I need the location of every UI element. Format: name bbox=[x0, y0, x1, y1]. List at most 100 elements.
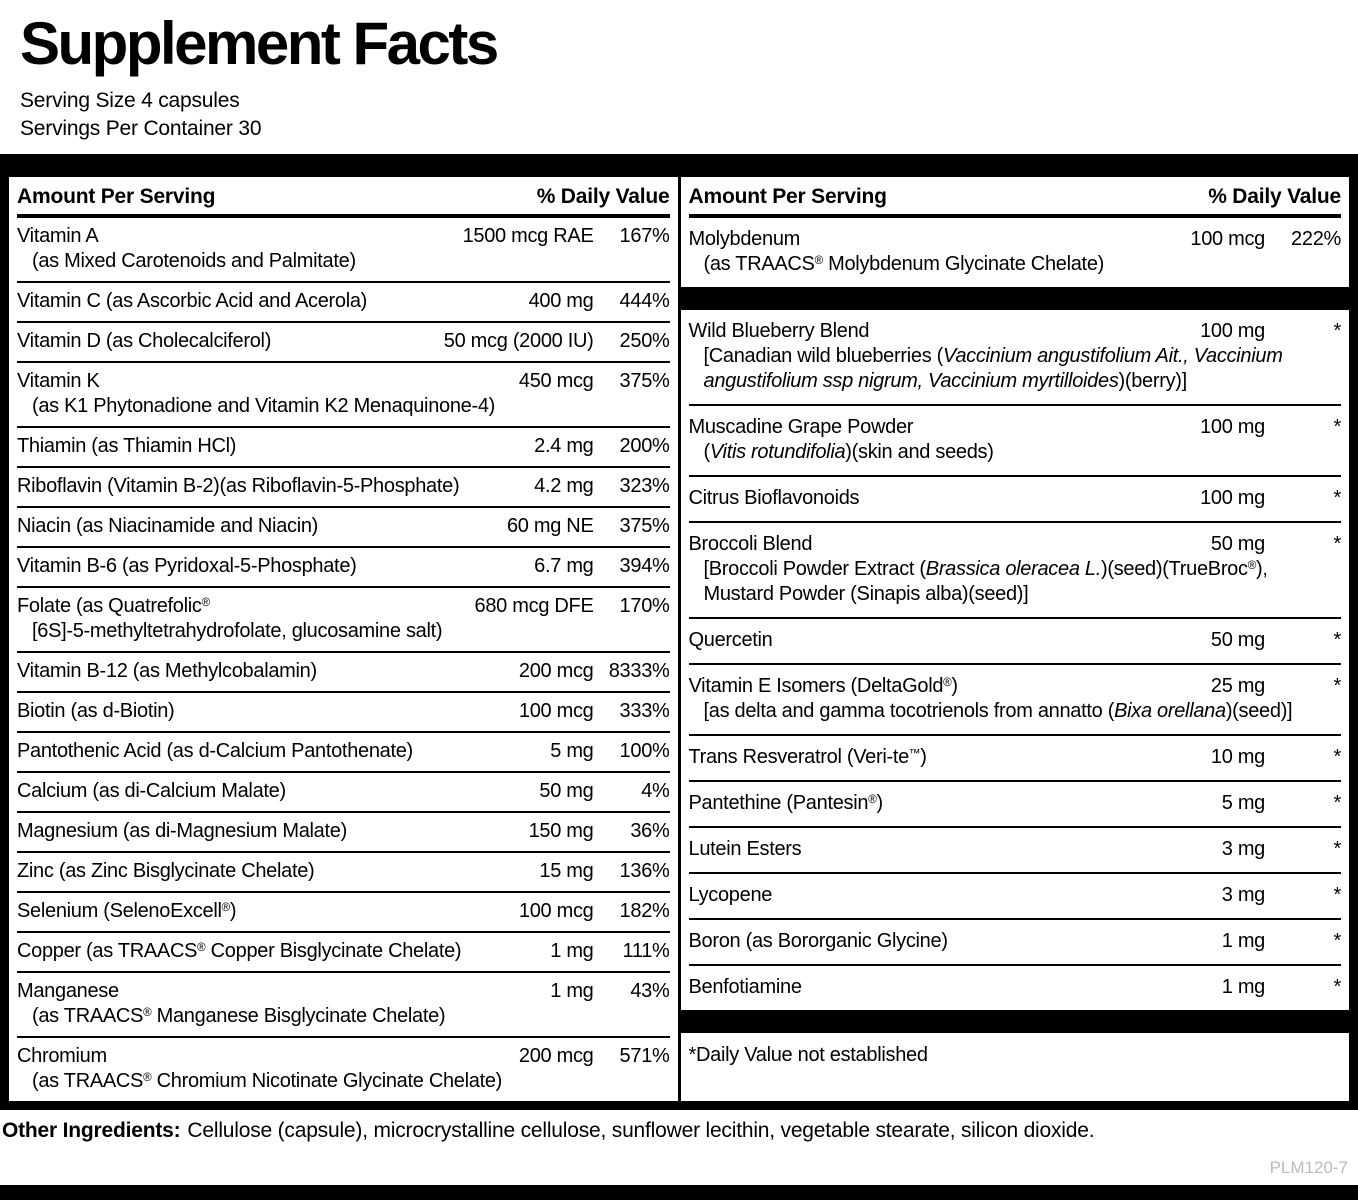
latin-name: Vaccinium angustifolium Ait., Vaccinium … bbox=[703, 344, 1283, 392]
section-divider-bar bbox=[680, 1009, 1349, 1033]
nutrient-amount: 200 mcg bbox=[518, 659, 594, 682]
nutrient-name: Quercetin bbox=[688, 628, 773, 651]
nutrient-detail: (Vitis rotundifolia)(skin and seeds) bbox=[703, 440, 994, 463]
nutrient-daily-value: * bbox=[1333, 837, 1342, 860]
trademark-symbol: ® bbox=[143, 1005, 152, 1019]
row-main-line: Vitamin K 450 mcg 375% bbox=[17, 369, 670, 394]
table-row: Vitamin E Isomers (DeltaGold®) 25 mg * [as … bbox=[688, 662, 1341, 734]
nutrient-name: Vitamin E Isomers (DeltaGold®) bbox=[688, 674, 959, 697]
table-row: Manganese 1 mg 43% (as TRAACS® Manganese Bi… bbox=[17, 970, 670, 1036]
nutrient-daily-value: * bbox=[1333, 415, 1342, 438]
nutrient-amount: 4.2 mg bbox=[534, 474, 594, 497]
row-main-line: Boron (as Bororganic Glycine) 1 mg * bbox=[689, 929, 1342, 954]
column-divider bbox=[677, 176, 681, 1101]
amount-per-serving-header: Amount Per Serving bbox=[688, 184, 887, 208]
nutrient-amount: 100 mg bbox=[1200, 319, 1265, 342]
other-ingredients-label: Other Ingredients: bbox=[2, 1118, 181, 1142]
nutrient-detail: (as Mixed Carotenoids and Palmitate) bbox=[32, 249, 356, 272]
row-main-line: Molybdenum 100 mcg 222% bbox=[689, 227, 1342, 252]
nutrient-daily-value: * bbox=[1333, 532, 1342, 555]
row-main-line: Magnesium (as di-Magnesium Malate) 150 mg… bbox=[17, 819, 670, 844]
nutrient-name: Molybdenum bbox=[688, 227, 801, 250]
nutrient-daily-value: 111% bbox=[622, 939, 670, 962]
trademark-symbol: ™ bbox=[908, 746, 921, 760]
nutrient-name: Vitamin B-6 (as Pyridoxal-5-Phosphate) bbox=[17, 554, 357, 577]
nutrient-amount: 50 mcg (2000 IU) bbox=[443, 329, 594, 352]
nutrient-detail: [Broccoli Powder Extract (Brassica olera… bbox=[703, 557, 1268, 605]
table-row: Vitamin D (as Cholecalciferol) 50 mcg (20… bbox=[17, 320, 670, 361]
nutrient-name: Pantethine (Pantesin®) bbox=[688, 791, 884, 814]
nutrient-amount: 1 mg bbox=[550, 979, 594, 1002]
nutrient-name: Folate (as Quatrefolic® bbox=[17, 594, 210, 617]
table-row: Calcium (as di-Calcium Malate) 50 mg 4% bbox=[17, 770, 670, 811]
latin-name: Brassica oleracea L. bbox=[925, 557, 1102, 580]
nutrient-amount: 1 mg bbox=[1221, 929, 1266, 952]
nutrient-name: Riboflavin (Vitamin B-2)(as Riboflavin-5… bbox=[17, 474, 460, 497]
nutrient-detail: [as delta and gamma tocotrienols from an… bbox=[703, 699, 1293, 722]
nutrient-daily-value: * bbox=[1333, 929, 1342, 952]
table-row: Folate (as Quatrefolic® 680 mcg DFE 170% [6… bbox=[17, 585, 670, 651]
row-main-line: Pantothenic Acid (as d-Calcium Pantothen… bbox=[17, 739, 670, 764]
row-main-line: Selenium (SelenoExcell®) 100 mcg 182% bbox=[17, 899, 670, 924]
nutrient-daily-value: 4% bbox=[641, 779, 670, 802]
row-main-line: Riboflavin (Vitamin B-2)(as Riboflavin-5… bbox=[17, 474, 670, 499]
trademark-symbol: ® bbox=[814, 253, 824, 267]
nutrient-daily-value: 394% bbox=[619, 554, 670, 577]
section-divider-bar bbox=[680, 286, 1349, 310]
nutrient-daily-value: * bbox=[1333, 883, 1342, 906]
nutrient-daily-value: * bbox=[1333, 319, 1342, 342]
row-main-line: Niacin (as Niacinamide and Niacin) 60 mg … bbox=[17, 514, 670, 539]
table-row: Lutein Esters 3 mg * bbox=[688, 825, 1342, 872]
nutrient-amount: 2.4 mg bbox=[534, 434, 594, 457]
nutrient-name: Niacin (as Niacinamide and Niacin) bbox=[17, 514, 319, 537]
nutrient-daily-value: 136% bbox=[619, 859, 670, 882]
nutrient-name: Magnesium (as di-Magnesium Malate) bbox=[17, 819, 347, 842]
row-main-line: Vitamin A 1500 mcg RAE 167% bbox=[17, 224, 670, 249]
nutrient-amount: 100 mg bbox=[1200, 486, 1265, 509]
nutrient-amount: 10 mg bbox=[1210, 745, 1265, 768]
nutrient-daily-value: 100% bbox=[619, 739, 670, 762]
latin-name: Vitis rotundifolia bbox=[709, 440, 846, 463]
row-main-line: Lycopene 3 mg * bbox=[689, 883, 1342, 908]
nutrient-name: Calcium (as di-Calcium Malate) bbox=[17, 779, 286, 802]
nutrient-amount: 50 mg bbox=[1210, 628, 1265, 651]
nutrient-name: Zinc (as Zinc Bisglycinate Chelate) bbox=[17, 859, 315, 882]
row-main-line: Wild Blueberry Blend 100 mg * bbox=[689, 319, 1342, 344]
nutrient-name: Vitamin D (as Cholecalciferol) bbox=[17, 329, 272, 352]
table-row: Vitamin A 1500 mcg RAE 167% (as Mixed Carot… bbox=[17, 218, 670, 281]
servings-per-container: Servings Per Container 30 bbox=[20, 117, 262, 141]
product-code: PLM120-7 bbox=[1269, 1158, 1348, 1177]
row-main-line: Vitamin B-12 (as Methylcobalamin) 200 mcg… bbox=[17, 659, 670, 684]
table-row: Pantothenic Acid (as d-Calcium Pantothen… bbox=[17, 730, 670, 771]
nutrient-name: Pantothenic Acid (as d-Calcium Pantothen… bbox=[17, 739, 413, 762]
other-ingredients: Other Ingredients: Cellulose (capsule), m… bbox=[0, 1110, 1358, 1149]
row-main-line: Pantethine (Pantesin®) 5 mg * bbox=[689, 791, 1342, 816]
nutrient-name: Biotin (as d-Biotin) bbox=[17, 699, 175, 722]
daily-value-header: % Daily Value bbox=[536, 184, 670, 208]
nutrient-detail: (as TRAACS® Manganese Bisglycinate Chela… bbox=[32, 1004, 446, 1027]
table-row: Copper (as TRAACS® Copper Bisglycinate C… bbox=[17, 930, 670, 971]
nutrient-amount: 100 mg bbox=[1200, 415, 1265, 438]
nutrient-amount: 100 mcg bbox=[518, 699, 594, 722]
nutrient-amount: 150 mg bbox=[528, 819, 594, 842]
trademark-symbol: ® bbox=[868, 792, 877, 806]
trademark-symbol: ® bbox=[143, 1070, 152, 1084]
nutrient-name: Lutein Esters bbox=[688, 837, 802, 860]
row-main-line: Chromium 200 mcg 571% bbox=[17, 1044, 670, 1069]
nutrient-amount: 100 mcg bbox=[1190, 227, 1265, 250]
nutrient-detail: (as TRAACS® Chromium Nicotinate Glycinat… bbox=[32, 1069, 503, 1092]
right-column-header: Amount Per Serving % Daily Value bbox=[688, 177, 1341, 218]
nutrient-daily-value: * bbox=[1333, 975, 1342, 998]
trademark-symbol: ® bbox=[1247, 558, 1257, 572]
nutrient-daily-value: 333% bbox=[619, 699, 670, 722]
nutrient-amount: 60 mg NE bbox=[506, 514, 594, 537]
trademark-symbol: ® bbox=[221, 900, 231, 914]
nutrient-daily-value: 200% bbox=[619, 434, 670, 457]
nutrient-name: Manganese bbox=[17, 979, 119, 1002]
row-main-line: Vitamin D (as Cholecalciferol) 50 mcg (20… bbox=[17, 329, 670, 354]
table-row: Vitamin C (as Ascorbic Acid and Acerola)… bbox=[17, 280, 670, 321]
nutrient-name: Benfotiamine bbox=[688, 975, 802, 998]
row-main-line: Thiamin (as Thiamin HCl) 2.4 mg 200% bbox=[17, 434, 670, 459]
table-row: Broccoli Blend 50 mg * [Broccoli Powder Ext… bbox=[688, 520, 1342, 617]
